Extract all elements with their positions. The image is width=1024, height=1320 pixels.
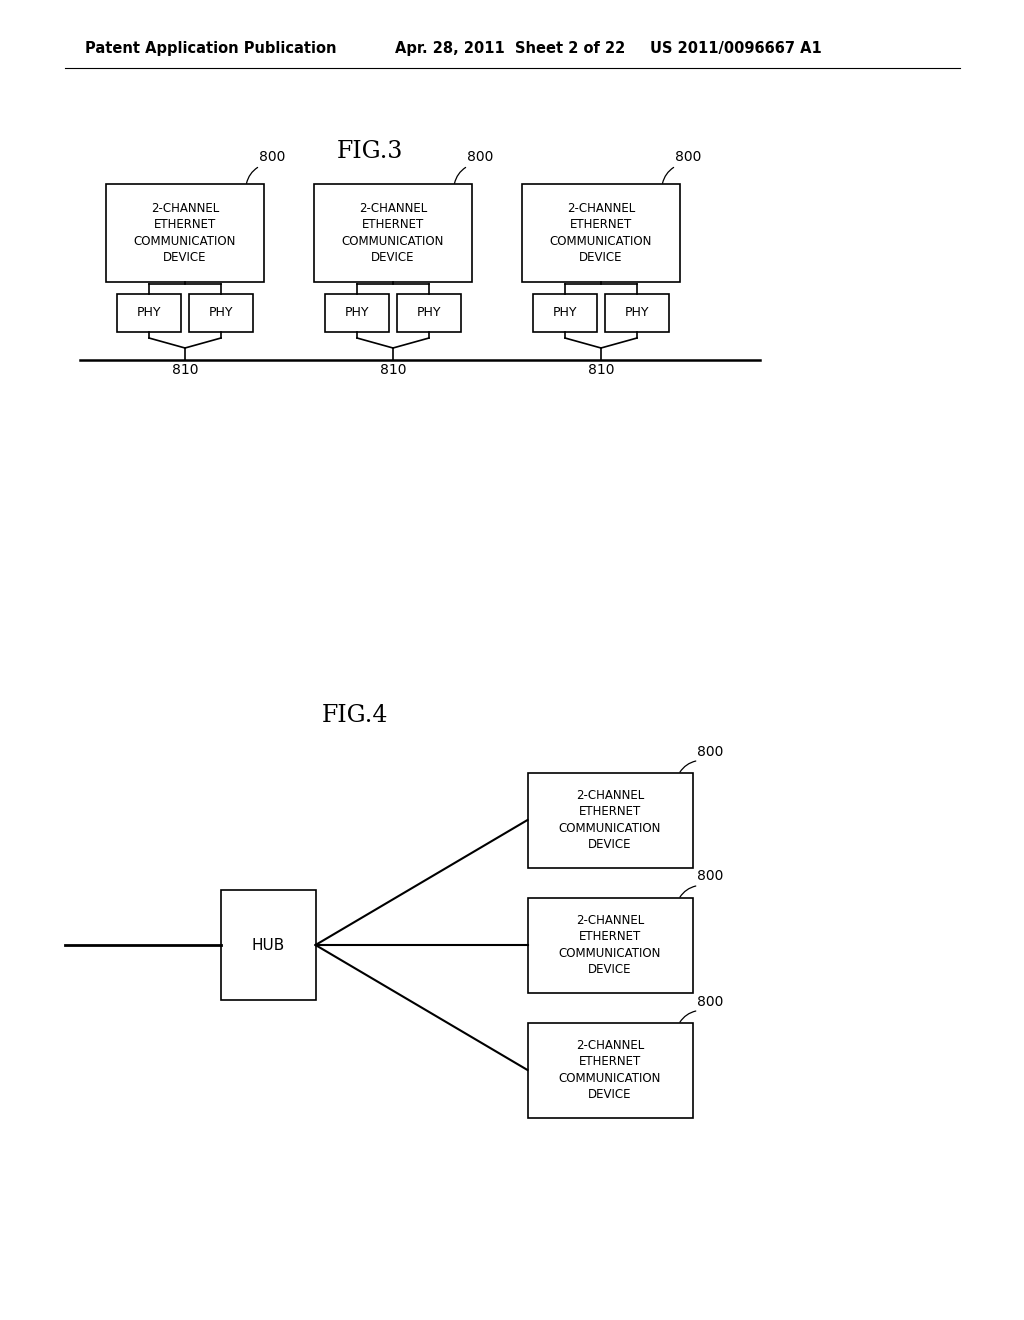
- Text: PHY: PHY: [417, 306, 441, 319]
- Bar: [117, 294, 181, 333]
- Text: 2-CHANNEL
ETHERNET
COMMUNICATION
DEVICE: 2-CHANNEL ETHERNET COMMUNICATION DEVICE: [559, 913, 662, 977]
- Bar: [314, 183, 472, 282]
- Text: 810: 810: [380, 363, 407, 378]
- Text: PHY: PHY: [553, 306, 578, 319]
- Bar: [325, 294, 389, 333]
- Bar: [527, 772, 692, 867]
- Text: 810: 810: [588, 363, 614, 378]
- Text: PHY: PHY: [345, 306, 370, 319]
- Text: Apr. 28, 2011  Sheet 2 of 22: Apr. 28, 2011 Sheet 2 of 22: [395, 41, 626, 55]
- Text: 2-CHANNEL
ETHERNET
COMMUNICATION
DEVICE: 2-CHANNEL ETHERNET COMMUNICATION DEVICE: [342, 202, 444, 264]
- Text: 800: 800: [697, 994, 724, 1008]
- Bar: [534, 294, 597, 333]
- Text: 2-CHANNEL
ETHERNET
COMMUNICATION
DEVICE: 2-CHANNEL ETHERNET COMMUNICATION DEVICE: [559, 1039, 662, 1101]
- Text: 800: 800: [259, 150, 286, 164]
- Text: Patent Application Publication: Patent Application Publication: [85, 41, 337, 55]
- Text: FIG.4: FIG.4: [322, 704, 388, 726]
- Text: PHY: PHY: [137, 306, 161, 319]
- Bar: [397, 294, 461, 333]
- Bar: [220, 890, 315, 1001]
- Text: 800: 800: [675, 150, 701, 164]
- Text: PHY: PHY: [625, 306, 649, 319]
- Text: HUB: HUB: [251, 937, 285, 953]
- Text: 2-CHANNEL
ETHERNET
COMMUNICATION
DEVICE: 2-CHANNEL ETHERNET COMMUNICATION DEVICE: [134, 202, 237, 264]
- Text: US 2011/0096667 A1: US 2011/0096667 A1: [650, 41, 821, 55]
- Text: 2-CHANNEL
ETHERNET
COMMUNICATION
DEVICE: 2-CHANNEL ETHERNET COMMUNICATION DEVICE: [550, 202, 652, 264]
- Text: 800: 800: [697, 744, 724, 759]
- Text: PHY: PHY: [209, 306, 233, 319]
- Text: 2-CHANNEL
ETHERNET
COMMUNICATION
DEVICE: 2-CHANNEL ETHERNET COMMUNICATION DEVICE: [559, 789, 662, 851]
- Bar: [605, 294, 669, 333]
- Bar: [527, 1023, 692, 1118]
- Bar: [106, 183, 264, 282]
- Text: FIG.3: FIG.3: [337, 140, 403, 164]
- Bar: [522, 183, 680, 282]
- Text: 800: 800: [697, 870, 724, 883]
- Bar: [189, 294, 253, 333]
- Bar: [527, 898, 692, 993]
- Text: 810: 810: [172, 363, 199, 378]
- Text: 800: 800: [467, 150, 494, 164]
